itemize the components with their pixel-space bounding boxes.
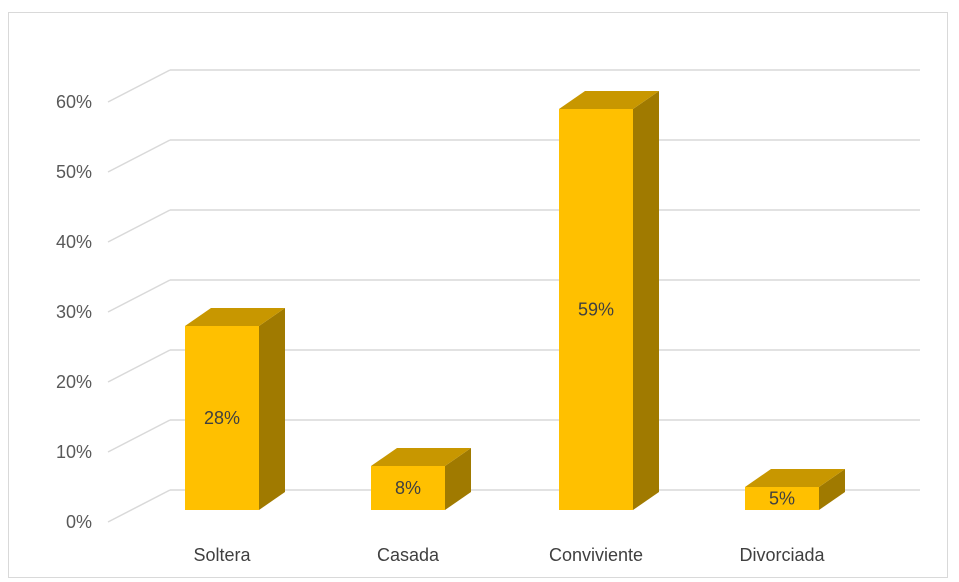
y-tick-label: 60% [56, 92, 92, 112]
bar-side [445, 448, 471, 510]
gridline-diagonal [107, 209, 171, 243]
bar-top [745, 469, 845, 487]
gridlines [107, 69, 920, 523]
y-tick-label: 10% [56, 442, 92, 462]
bar-casada: 8% [371, 448, 471, 510]
bar-conviviente: 59% [559, 91, 659, 510]
category-label: Conviviente [549, 545, 643, 565]
y-tick-label: 50% [56, 162, 92, 182]
bar-front [371, 466, 445, 510]
gridline-diagonal [107, 419, 171, 453]
category-label: Divorciada [739, 545, 825, 565]
category-label: Soltera [193, 545, 251, 565]
bar-front [559, 109, 633, 510]
bars: 28% 8% 59% 5% [185, 91, 845, 510]
category-label: Casada [377, 545, 440, 565]
data-label: 8% [395, 478, 421, 498]
bar-divorciada: 5% [745, 469, 845, 510]
gridline-diagonal [107, 279, 171, 313]
bar-top [559, 91, 659, 109]
y-tick-label: 30% [56, 302, 92, 322]
gridline-diagonal [107, 349, 171, 383]
bar-front [185, 326, 259, 510]
bar-side [259, 308, 285, 510]
gridline-diagonal [107, 69, 171, 103]
data-label: 59% [578, 300, 614, 320]
y-tick-label: 40% [56, 232, 92, 252]
bar-top [185, 308, 285, 326]
gridline-diagonal [107, 139, 171, 173]
gridline-diagonal [107, 489, 171, 523]
bar-soltera: 28% [185, 308, 285, 510]
bar-side [819, 469, 845, 510]
y-tick-label: 20% [56, 372, 92, 392]
bar-front [745, 487, 819, 510]
y-axis-ticks: 0% 10% 20% 30% 40% 50% 60% [56, 92, 92, 532]
x-axis-categories: Soltera Casada Conviviente Divorciada [193, 545, 825, 565]
y-tick-label: 0% [66, 512, 92, 532]
bar-top [371, 448, 471, 466]
data-label: 28% [204, 408, 240, 428]
bar-side [633, 91, 659, 510]
data-label: 5% [769, 489, 795, 509]
